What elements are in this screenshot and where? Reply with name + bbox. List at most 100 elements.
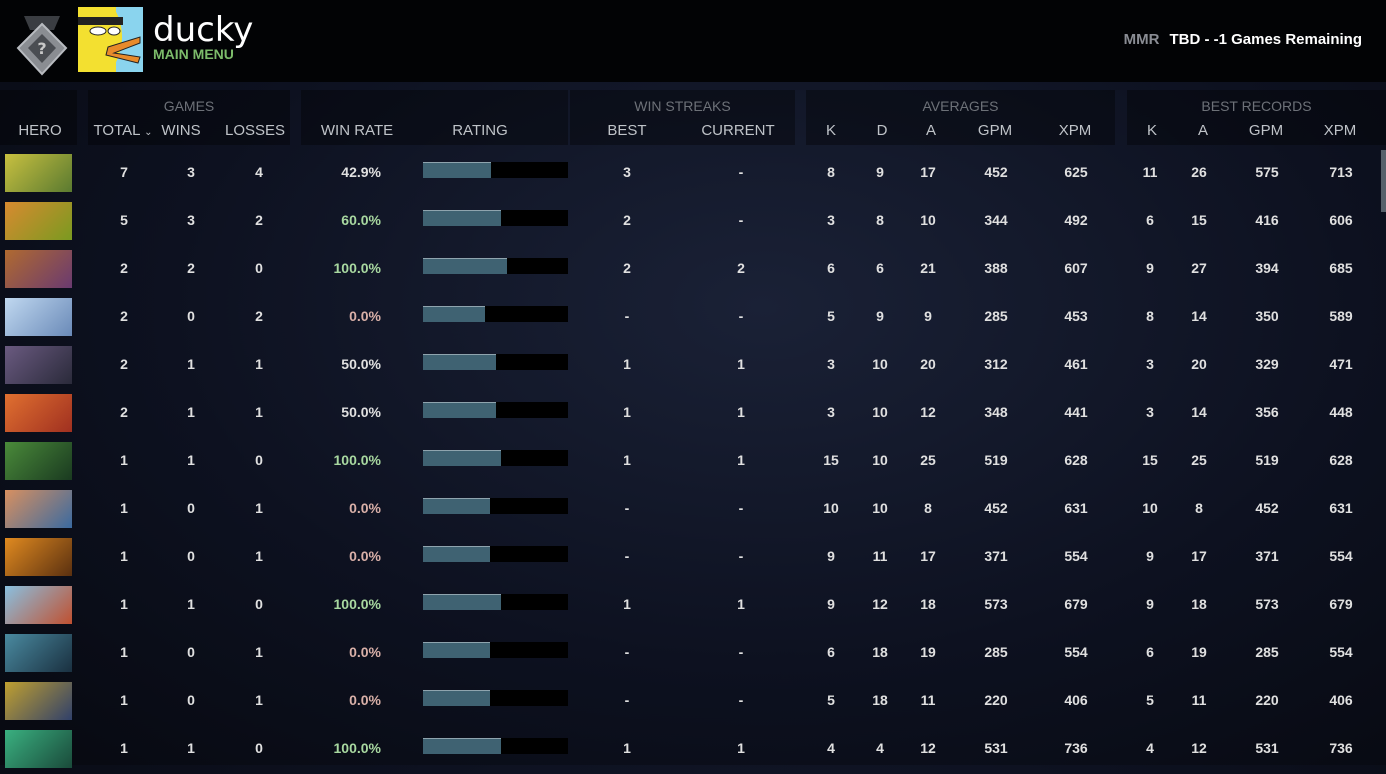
- cell-bk: 4: [1146, 740, 1154, 756]
- cell-wins: 1: [187, 740, 195, 756]
- cell-bgpm: 329: [1255, 356, 1279, 372]
- hero-portrait[interactable]: [5, 202, 72, 240]
- col-best-a[interactable]: A: [1197, 122, 1209, 139]
- cell-d: 18: [872, 644, 888, 660]
- table-row[interactable]: 1 0 1 - - 5 18 11 220 406 5 11 220 406 0.0%: [0, 678, 1386, 726]
- col-losses[interactable]: LOSSES: [224, 122, 286, 139]
- col-best-xpm[interactable]: XPM: [1323, 122, 1357, 139]
- cell-losses: 0: [255, 260, 263, 276]
- cell-k: 8: [827, 164, 835, 180]
- hero-portrait[interactable]: [5, 298, 72, 336]
- hero-portrait[interactable]: [5, 250, 72, 288]
- scrollbar[interactable]: [1381, 150, 1386, 212]
- cell-current: -: [738, 500, 744, 516]
- cell-bgpm: 416: [1255, 212, 1279, 228]
- cell-k: 3: [827, 212, 835, 228]
- cell-bk: 5: [1146, 692, 1154, 708]
- cell-gpm: 388: [984, 260, 1008, 276]
- cell-gpm: 344: [984, 212, 1008, 228]
- table-row[interactable]: 1 1 0 1 1 4 4 12 531 736 4 12 531 736 100.0%: [0, 726, 1386, 774]
- col-total[interactable]: TOTAL ⌄: [94, 122, 153, 139]
- cell-a: 20: [920, 356, 936, 372]
- rating-bar: [423, 498, 568, 514]
- cell-win-rate: 0.0%: [349, 308, 381, 324]
- col-best-gpm[interactable]: GPM: [1248, 122, 1284, 139]
- cell-win-rate: 0.0%: [349, 644, 381, 660]
- cell-current: -: [738, 164, 744, 180]
- cell-best: 3: [623, 164, 631, 180]
- hero-portrait[interactable]: [5, 634, 72, 672]
- col-rating[interactable]: RATING: [452, 122, 508, 139]
- col-wins[interactable]: WINS: [161, 122, 201, 139]
- cell-current: 1: [737, 356, 745, 372]
- cell-total: 1: [120, 500, 128, 516]
- cell-a: 25: [920, 452, 936, 468]
- cell-d: 11: [872, 548, 888, 564]
- cell-losses: 2: [255, 308, 263, 324]
- table-row[interactable]: 1 0 1 - - 6 18 19 285 554 6 19 285 554 0.0%: [0, 630, 1386, 678]
- cell-gpm: 312: [984, 356, 1008, 372]
- table-row[interactable]: 1 1 0 1 1 15 10 25 519 628 15 25 519 628 100.0%: [0, 438, 1386, 486]
- cell-best: 1: [623, 452, 631, 468]
- rating-bar: [423, 594, 568, 610]
- cell-win-rate: 60.0%: [341, 212, 381, 228]
- col-hero[interactable]: HERO: [18, 122, 62, 139]
- cell-current: -: [738, 644, 744, 660]
- cell-bxpm: 471: [1329, 356, 1353, 372]
- hero-portrait[interactable]: [5, 586, 72, 624]
- rating-bar-fill: [423, 498, 490, 514]
- cell-bk: 6: [1146, 644, 1154, 660]
- col-win-rate[interactable]: WIN RATE: [320, 122, 394, 139]
- cell-losses: 1: [255, 548, 263, 564]
- cell-xpm: 736: [1064, 740, 1088, 756]
- col-a[interactable]: A: [925, 122, 937, 139]
- hero-portrait[interactable]: [5, 538, 72, 576]
- table-row[interactable]: 2 1 1 1 1 3 10 12 348 441 3 14 356 448 50.0%: [0, 390, 1386, 438]
- cell-bk: 10: [1142, 500, 1158, 516]
- rating-bar-fill: [423, 546, 490, 562]
- cell-a: 12: [920, 740, 936, 756]
- cell-total: 1: [120, 644, 128, 660]
- cell-total: 2: [120, 260, 128, 276]
- cell-losses: 0: [255, 740, 263, 756]
- cell-total: 2: [120, 356, 128, 372]
- cell-bk: 9: [1146, 596, 1154, 612]
- hero-portrait[interactable]: [5, 442, 72, 480]
- cell-wins: 0: [187, 548, 195, 564]
- cell-a: 19: [920, 644, 936, 660]
- main-menu-link[interactable]: MAIN MENU: [153, 46, 234, 62]
- cell-a: 21: [920, 260, 936, 276]
- table-row[interactable]: 1 0 1 - - 9 11 17 371 554 9 17 371 554 0.0%: [0, 534, 1386, 582]
- hero-portrait[interactable]: [5, 490, 72, 528]
- col-best[interactable]: BEST: [607, 122, 647, 139]
- cell-ba: 25: [1191, 452, 1207, 468]
- table-row[interactable]: 2 0 2 - - 5 9 9 285 453 8 14 350 589 0.0%: [0, 294, 1386, 342]
- col-k[interactable]: K: [825, 122, 837, 139]
- col-gpm[interactable]: GPM: [977, 122, 1013, 139]
- cell-best: -: [624, 500, 630, 516]
- hero-portrait[interactable]: [5, 154, 72, 192]
- col-best-k[interactable]: K: [1146, 122, 1158, 139]
- cell-losses: 2: [255, 212, 263, 228]
- col-xpm[interactable]: XPM: [1058, 122, 1092, 139]
- col-current[interactable]: CURRENT: [701, 122, 775, 139]
- cell-d: 12: [872, 596, 888, 612]
- cell-bxpm: 554: [1329, 644, 1353, 660]
- cell-d: 9: [876, 164, 884, 180]
- table-row[interactable]: 5 3 2 2 - 3 8 10 344 492 6 15 416 606 60.0%: [0, 198, 1386, 246]
- win-streaks-title: WIN STREAKS: [634, 98, 731, 114]
- cell-bk: 11: [1142, 164, 1158, 180]
- cell-k: 9: [827, 596, 835, 612]
- hero-portrait[interactable]: [5, 730, 72, 768]
- table-row[interactable]: 2 1 1 1 1 3 10 20 312 461 3 20 329 471 50.0%: [0, 342, 1386, 390]
- table-row[interactable]: 1 1 0 1 1 9 12 18 573 679 9 18 573 679 100.0%: [0, 582, 1386, 630]
- table-row[interactable]: 2 2 0 2 2 6 6 21 388 607 9 27 394 685 100.0%: [0, 246, 1386, 294]
- col-d[interactable]: D: [876, 122, 888, 139]
- hero-portrait[interactable]: [5, 682, 72, 720]
- cell-wins: 3: [187, 164, 195, 180]
- table-row[interactable]: 1 0 1- -10 10 8 452 631 10 8 452 631 0.0%: [0, 486, 1386, 534]
- table-row[interactable]: 7 3 4 3 - 8 9 17 452 625 11 26 575 713 42.9%: [0, 150, 1386, 198]
- hero-portrait[interactable]: [5, 394, 72, 432]
- avatar[interactable]: [78, 7, 143, 72]
- hero-portrait[interactable]: [5, 346, 72, 384]
